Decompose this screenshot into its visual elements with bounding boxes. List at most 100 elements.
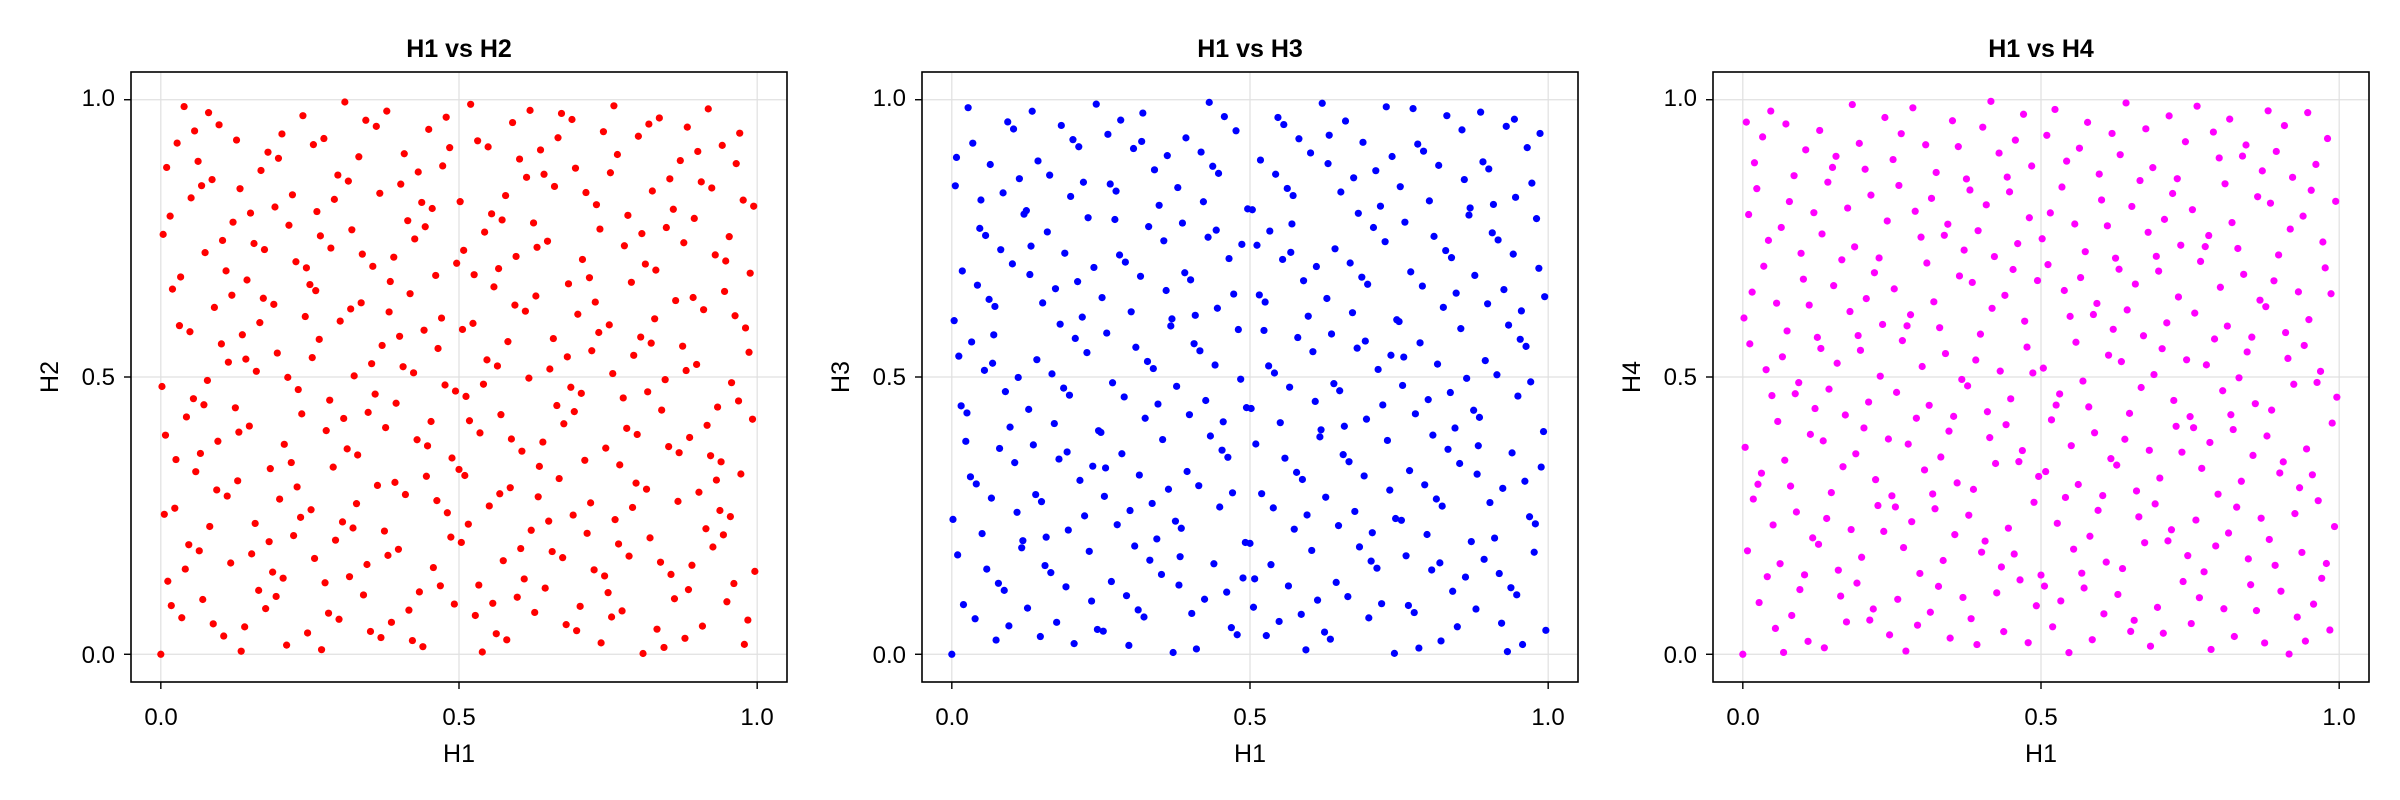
scatter-point [644,388,652,396]
scatter-point [2238,152,2247,160]
scatter-point [652,266,660,274]
scatter-point [177,273,185,281]
scatter-point [2266,199,2275,207]
scatter-point [483,356,491,364]
scatter-point [283,641,291,649]
scatter-point [2181,138,2190,146]
scatter-point [722,257,730,265]
scatter-point [1542,626,1550,634]
scatter-point [1332,578,1340,587]
axis-ticks [915,99,1549,689]
scatter-point [1308,546,1316,555]
y-tick-label: 0.5 [873,364,906,391]
scatter-point [1383,436,1392,445]
scatter-point [1748,288,1756,296]
scatter-point [1284,582,1293,590]
scatter-point [2212,542,2220,550]
scatter-point [1317,426,1325,434]
scatter-point [700,306,708,314]
scatter-point [1786,482,1795,490]
scatter-point [1295,135,1303,143]
scatter-point [1827,489,1835,497]
scatter-point [1790,172,1798,180]
scatter-point [1331,245,1339,253]
scatter-point [702,525,710,533]
scatter-point [200,401,208,409]
scatter-point [1932,168,1940,177]
scatter-point [1447,254,1456,262]
scatter-point [1866,616,1874,624]
scatter-point [2299,212,2307,220]
scatter-point [248,550,256,558]
scatter-point [703,421,711,429]
scatter-point [548,547,556,556]
scatter-point [1149,364,1157,373]
scatter-point [386,277,394,286]
scatter-point [1916,569,1924,578]
scatter-point [1797,249,1805,257]
scatter-point [2118,564,2127,573]
scatter-point [550,182,559,191]
scatter-point [1884,435,1893,443]
scatter-point [1904,440,1912,448]
scatter-point [543,237,552,245]
scatter-point [462,392,470,400]
scatter-point [1050,419,1058,428]
scatter-point [1281,454,1289,462]
scatter-point [2009,265,2017,274]
scatter-point [2052,401,2060,409]
scatter-point [376,189,384,197]
scatter-point [458,325,467,334]
scatter-point [2039,364,2047,372]
scatter-point [344,177,352,185]
scatter-point [2067,442,2075,450]
scatter-point [467,100,475,108]
scatter-point [1159,435,1167,444]
scatter-point [1004,118,1012,126]
scatter-point [1348,309,1357,317]
scatter-point [611,516,619,524]
scatter-point [1067,192,1075,201]
scatter-point [666,175,674,183]
scatter-point [639,649,647,658]
scatter-point [1974,227,1982,235]
scatter-point [1204,233,1212,241]
scatter-point [1897,130,1905,138]
scatter-point [1267,561,1275,569]
x-tick-label: 1.0 [2322,704,2355,731]
scatter-point [2237,477,2245,485]
scatter-point [1424,396,1432,404]
scatter-point [199,595,207,604]
scatter-point [1937,453,1945,461]
scatter-point [739,196,747,204]
scatter-point [1316,433,1324,441]
scatter-point [1043,228,1051,236]
scatter-point [2319,238,2327,246]
scatter-point [274,154,283,162]
scatter-point [2228,219,2236,227]
scatter-point [2293,613,2301,621]
scatter-point [522,173,531,181]
scatter-point [1852,450,1860,458]
scatter-point [1920,466,1929,474]
scatter-point [610,102,618,110]
scatter-point [1190,340,1198,348]
scatter-point [1945,427,1953,435]
scatter-point [1800,571,1809,579]
scatter-point [2254,193,2262,201]
scatter-point [1941,349,1950,358]
scatter-point [1917,233,1925,241]
scatter-point [499,557,507,565]
scatter-point [950,317,958,325]
scatter-point [1898,337,1906,345]
scatter-point [2095,170,2103,178]
scatter-point [1074,278,1082,286]
scatter-point [1154,400,1162,408]
scatter-point [694,147,702,156]
scatter-point [1541,293,1549,301]
scatter-point [1354,209,1362,217]
scatter-point [436,582,444,590]
scatter-point [554,134,562,142]
scatter-point [1309,348,1317,356]
panel-h1-vs-h3: H1 vs H3 0.0 0.5 1.0 0.0 0.5 1.0 H1 H3 [827,35,1579,768]
